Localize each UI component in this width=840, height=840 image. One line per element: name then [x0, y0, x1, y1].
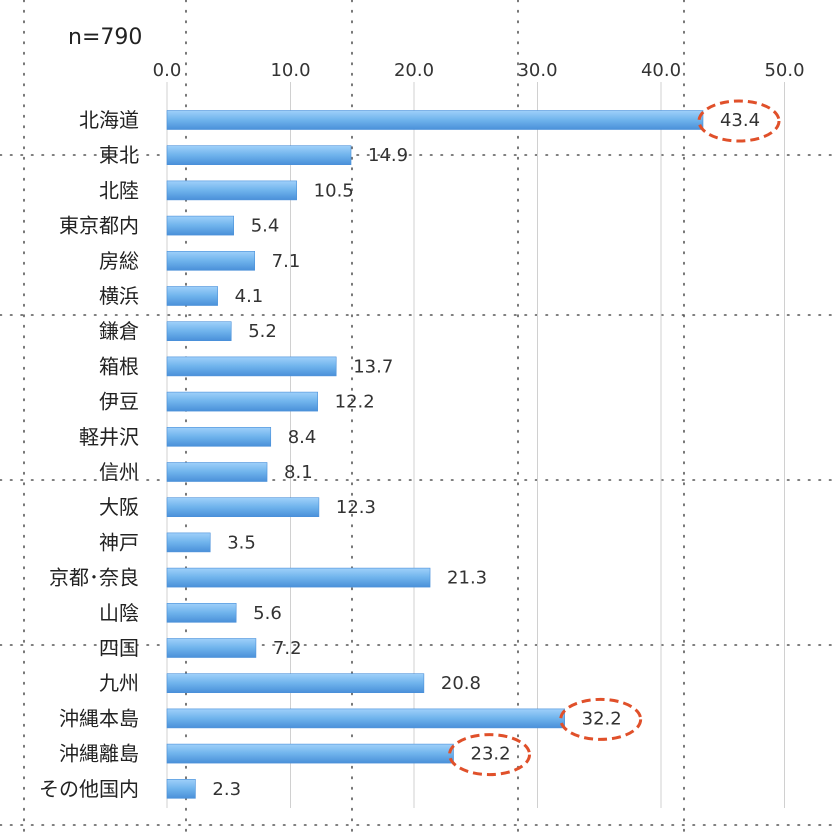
- value-label: 43.4: [720, 110, 760, 131]
- category-label: 大阪: [99, 495, 139, 519]
- value-label: 5.6: [253, 603, 282, 624]
- highlight-ellipses: [448, 99, 781, 777]
- category-label: 神戸: [99, 530, 139, 554]
- highlight-ellipse: [559, 697, 643, 741]
- value-label: 32.2: [582, 708, 622, 729]
- category-label: 軽井沢: [79, 425, 139, 449]
- value-label: 5.2: [248, 321, 277, 342]
- highlight-ellipse: [697, 99, 781, 143]
- value-label: 4.1: [235, 286, 264, 307]
- x-axis-ticks: 0.0 10.0 20.0 30.0 40.0 50.0: [153, 60, 805, 81]
- bar: [166, 708, 565, 729]
- value-label: 10.5: [314, 180, 354, 201]
- bar: [166, 462, 268, 482]
- category-label: 北陸: [99, 178, 139, 202]
- category-label: 沖縄離島: [59, 742, 139, 766]
- x-tick-label: 0.0: [153, 60, 182, 81]
- category-label: 四国: [99, 636, 139, 660]
- bar: [166, 778, 196, 799]
- category-label: 箱根: [99, 354, 139, 378]
- category-label: 沖縄本島: [59, 706, 139, 730]
- value-labels: 43.4 14.9 10.5 5.4 7.1 4.1 5.2 13.7 12.2 8.4 8.1 12…: [212, 110, 760, 800]
- value-label: 8.1: [284, 462, 313, 483]
- value-label: 13.7: [353, 356, 393, 377]
- highlight-ellipse: [448, 733, 532, 777]
- sample-size-label: n=790: [68, 25, 142, 50]
- category-label: 鎌倉: [99, 319, 139, 343]
- bar: [166, 567, 431, 588]
- bar: [166, 602, 237, 623]
- bar: [166, 426, 272, 447]
- category-labels: 北海道東北北陸東京都内房総横浜鎌倉箱根伊豆軽井沢信州大阪神戸京都･奈良山陰四国九…: [39, 108, 139, 801]
- value-label: 7.1: [272, 251, 301, 272]
- x-tick-label: 40.0: [641, 60, 681, 81]
- bar: [166, 145, 352, 165]
- value-label: 12.3: [336, 497, 376, 518]
- bar: [166, 251, 255, 271]
- value-label: 7.2: [273, 638, 302, 659]
- x-tick-label: 10.0: [270, 60, 310, 81]
- value-label: 12.2: [335, 392, 375, 413]
- bar: [166, 673, 425, 694]
- category-label: 横浜: [99, 284, 139, 308]
- bar: [166, 356, 337, 377]
- bar: [166, 215, 234, 236]
- value-label: 14.9: [368, 145, 408, 166]
- bar: [166, 638, 257, 658]
- value-label: 8.4: [288, 427, 317, 448]
- bar: [166, 532, 211, 553]
- category-label: 東北: [99, 143, 139, 167]
- category-label: 信州: [99, 460, 139, 484]
- x-tick-label: 50.0: [764, 60, 804, 81]
- x-tick-label: 30.0: [517, 60, 557, 81]
- bar: [166, 743, 454, 764]
- category-label: 山陰: [99, 601, 139, 625]
- category-label: 伊豆: [99, 390, 139, 414]
- category-label: 九州: [99, 671, 139, 695]
- bar: [166, 321, 232, 342]
- bar: [166, 391, 318, 412]
- category-label: 東京都内: [59, 214, 139, 238]
- bar: [166, 497, 320, 518]
- bars: [166, 110, 704, 799]
- value-label: 20.8: [441, 673, 481, 694]
- category-label: 北海道: [79, 108, 139, 132]
- bar: [166, 286, 218, 306]
- category-label: 房総: [99, 249, 139, 273]
- bar: [166, 180, 297, 201]
- category-label: その他国内: [39, 777, 139, 801]
- value-label: 3.5: [227, 532, 256, 553]
- category-label: 京都･奈良: [49, 566, 139, 590]
- value-label: 21.3: [447, 568, 487, 589]
- bar: [166, 110, 704, 130]
- value-label: 23.2: [471, 744, 511, 765]
- x-tick-label: 20.0: [394, 60, 434, 81]
- value-label: 5.4: [251, 216, 280, 237]
- value-label: 2.3: [212, 779, 241, 800]
